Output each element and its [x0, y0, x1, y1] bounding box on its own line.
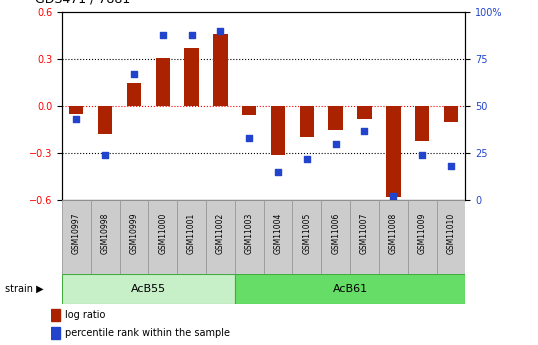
Bar	[408, 200, 436, 274]
Point	[72, 117, 81, 122]
Bar	[271, 106, 285, 155]
Bar	[148, 200, 177, 274]
Bar	[177, 200, 206, 274]
Point	[101, 152, 109, 158]
Bar	[444, 106, 458, 122]
Text: AcB55: AcB55	[131, 284, 166, 294]
Bar	[155, 58, 170, 106]
Bar	[98, 106, 112, 134]
Text: GSM11002: GSM11002	[216, 213, 225, 254]
Text: strain ▶: strain ▶	[5, 284, 44, 294]
Point	[245, 135, 253, 141]
Text: GSM11004: GSM11004	[273, 213, 282, 254]
Text: GSM11009: GSM11009	[417, 213, 427, 254]
Text: GSM11007: GSM11007	[360, 213, 369, 254]
Text: log ratio: log ratio	[65, 310, 105, 320]
Point	[130, 71, 138, 77]
Text: GSM10999: GSM10999	[130, 213, 138, 254]
Bar	[185, 48, 199, 106]
Point	[302, 156, 311, 161]
Text: GSM11003: GSM11003	[245, 213, 254, 254]
Bar	[235, 274, 465, 304]
Bar	[300, 106, 314, 137]
Bar	[242, 106, 257, 116]
Point	[274, 169, 282, 175]
Text: GSM11010: GSM11010	[447, 213, 456, 254]
Bar	[51, 309, 60, 322]
Bar	[386, 106, 400, 197]
Text: GSM10998: GSM10998	[101, 213, 110, 254]
Bar	[321, 200, 350, 274]
Text: GSM11005: GSM11005	[302, 213, 312, 254]
Bar	[436, 200, 465, 274]
Text: GSM10997: GSM10997	[72, 213, 81, 254]
Bar	[62, 274, 235, 304]
Point	[418, 152, 427, 158]
Text: GSM11006: GSM11006	[331, 213, 340, 254]
Point	[360, 128, 369, 133]
Bar	[206, 200, 235, 274]
Bar	[119, 200, 148, 274]
Point	[331, 141, 340, 146]
Text: GDS471 / 7881: GDS471 / 7881	[35, 0, 130, 5]
Point	[389, 194, 398, 199]
Bar	[51, 327, 60, 339]
Point	[187, 32, 196, 37]
Bar	[329, 106, 343, 130]
Text: GSM11000: GSM11000	[158, 213, 167, 254]
Bar	[213, 34, 228, 106]
Bar	[379, 200, 408, 274]
Text: percentile rank within the sample: percentile rank within the sample	[65, 328, 230, 338]
Bar	[293, 200, 321, 274]
Bar	[62, 200, 91, 274]
Point	[158, 32, 167, 37]
Bar	[350, 200, 379, 274]
Point	[216, 28, 225, 33]
Text: AcB61: AcB61	[332, 284, 367, 294]
Bar	[69, 106, 83, 114]
Text: GSM11001: GSM11001	[187, 213, 196, 254]
Point	[447, 164, 455, 169]
Text: GSM11008: GSM11008	[389, 213, 398, 254]
Bar	[357, 106, 372, 119]
Bar	[415, 106, 429, 140]
Bar	[91, 200, 119, 274]
Bar	[235, 200, 264, 274]
Bar	[127, 82, 141, 106]
Bar	[264, 200, 293, 274]
